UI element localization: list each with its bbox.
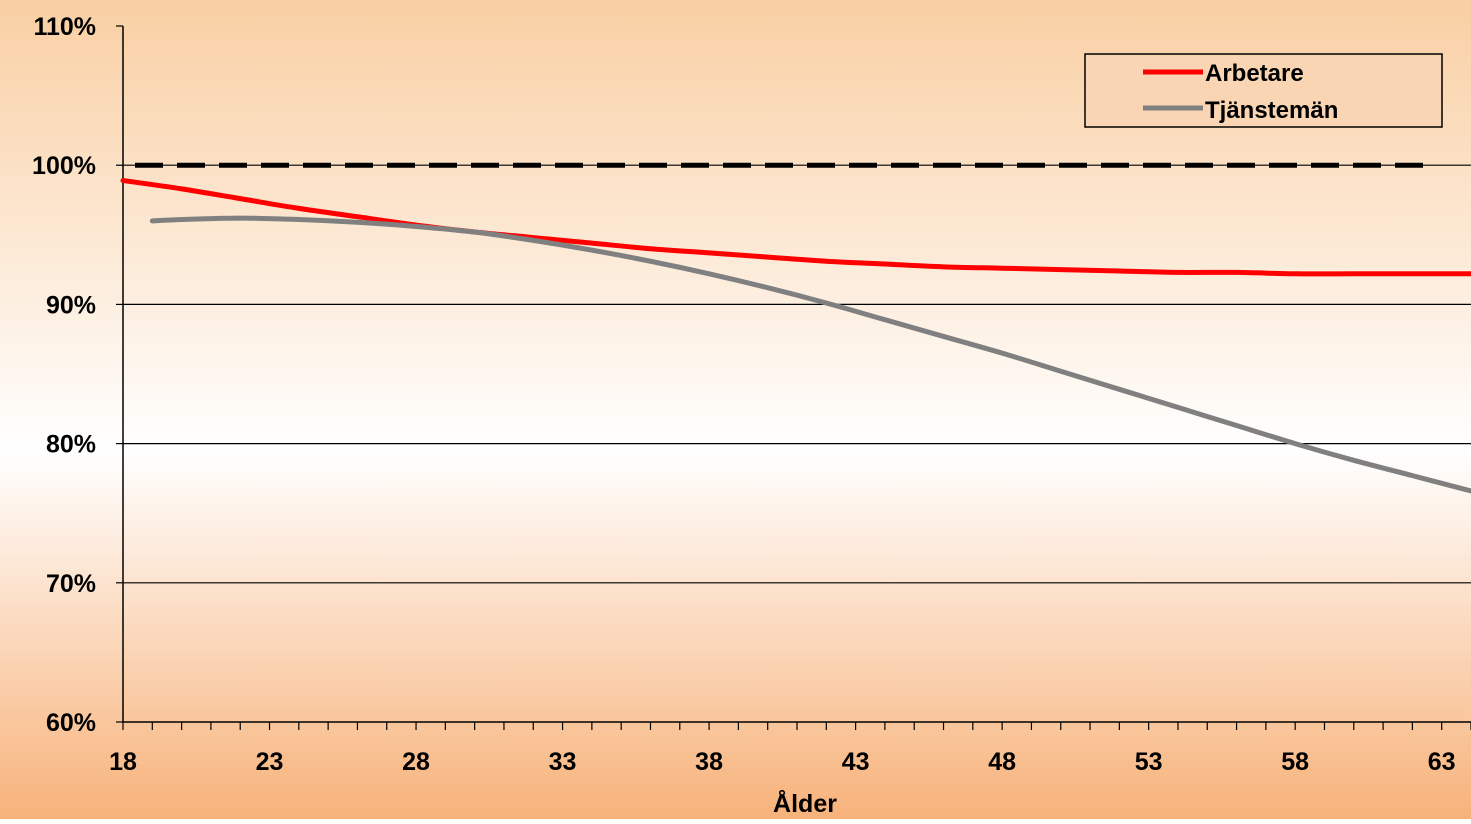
y-tick-label: 80% xyxy=(46,431,96,459)
y-tick-label: 70% xyxy=(46,570,96,598)
legend-label-arbetare: Arbetare xyxy=(1205,60,1304,87)
series-line-arbetare xyxy=(120,178,1471,277)
y-tick-label: 110% xyxy=(33,13,96,41)
legend: Arbetare Tjänstemän xyxy=(1084,53,1443,128)
y-tick-label: 60% xyxy=(46,709,96,737)
x-tick-label: 58 xyxy=(1281,748,1309,776)
tick-labels: 60% 70% 80% 90% 100% 110% 18 23 28 33 38 43 48 53 58 63 xyxy=(32,13,1456,776)
x-tick-label: 43 xyxy=(842,748,870,776)
x-axis-title: Ålder xyxy=(773,789,837,818)
legend-label-tjanstemen: Tjänstemän xyxy=(1205,97,1338,124)
x-tick-label: 63 xyxy=(1428,748,1456,776)
y-tick-label: 100% xyxy=(32,152,96,180)
x-tick-label: 53 xyxy=(1135,748,1163,776)
x-tick-label: 23 xyxy=(256,748,284,776)
x-tick-label: 33 xyxy=(549,748,577,776)
axes xyxy=(116,25,1471,730)
x-tick-label: 48 xyxy=(988,748,1016,776)
x-tick-label: 28 xyxy=(402,748,430,776)
y-tick-label: 90% xyxy=(46,291,96,319)
x-tick-label: 18 xyxy=(109,748,137,776)
series-lines xyxy=(120,178,1471,494)
x-tick-label: 38 xyxy=(695,748,723,776)
series-line-tjanstemen xyxy=(149,215,1471,494)
legend-box xyxy=(1084,53,1443,128)
